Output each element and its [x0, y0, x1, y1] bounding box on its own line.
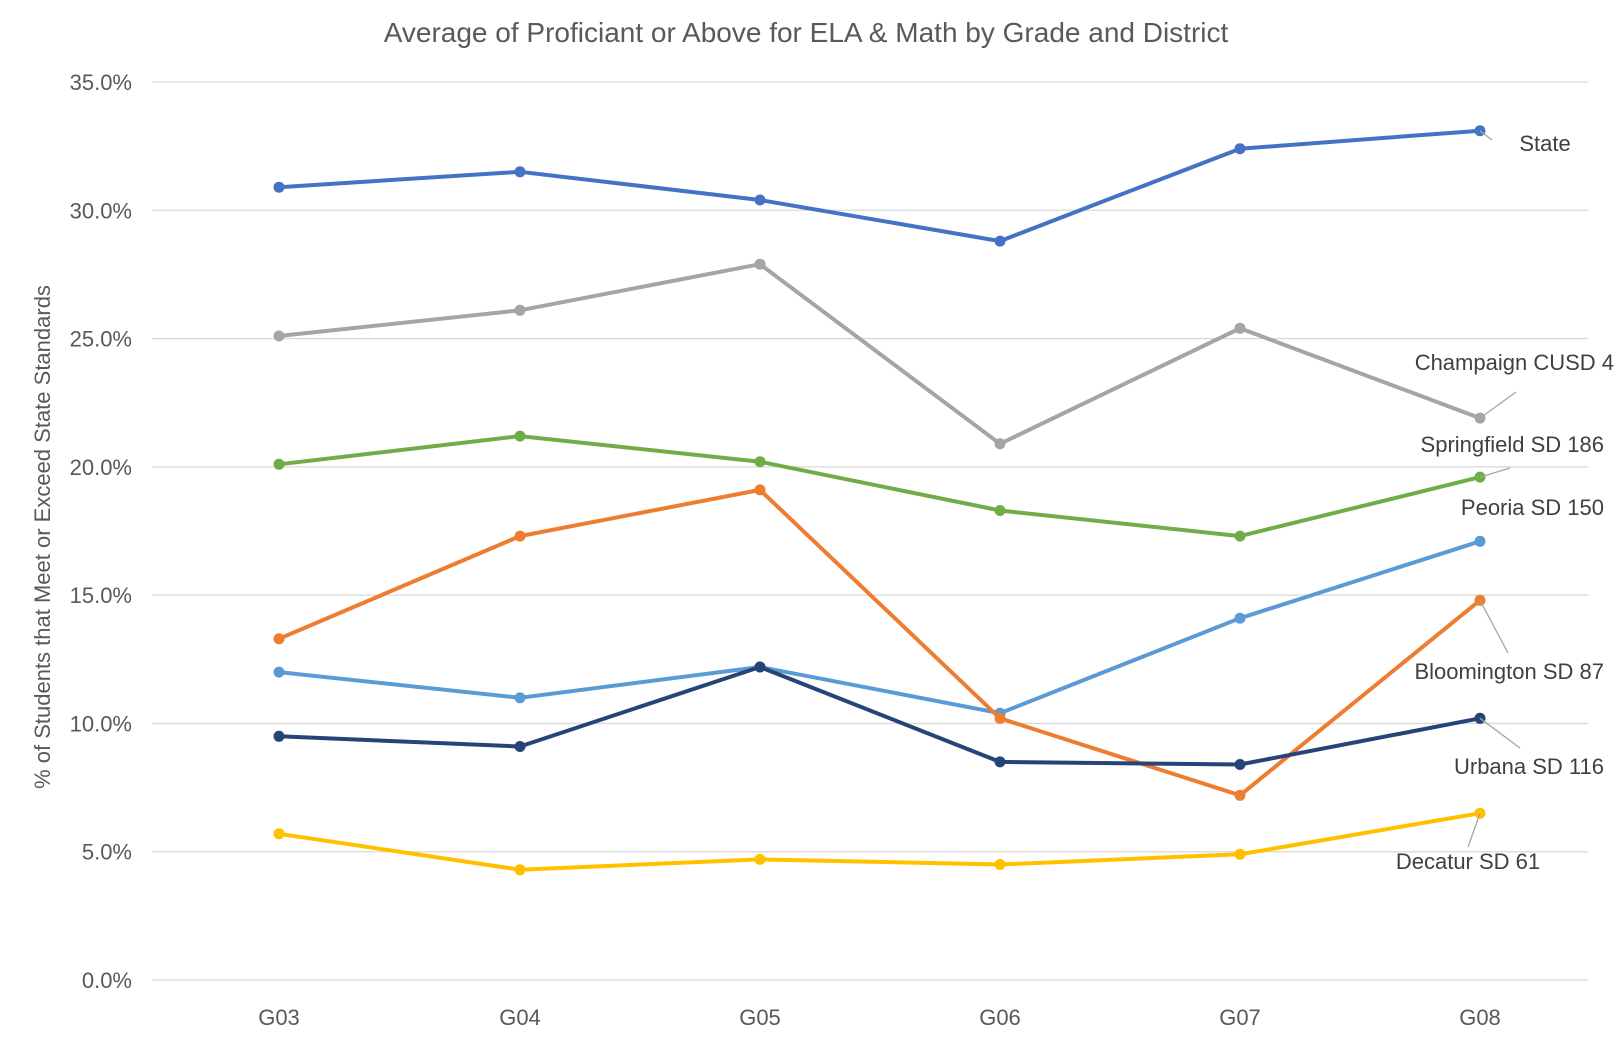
data-point: [1474, 125, 1486, 137]
leader-line: [1479, 391, 1517, 419]
series-champaign-cusd-4: [273, 258, 1486, 450]
series-bloomington-sd-87: [273, 484, 1486, 801]
series-lines: [273, 125, 1486, 876]
series-label: Urbana SD 116: [1454, 754, 1604, 779]
data-point: [1234, 322, 1246, 334]
data-point: [994, 505, 1006, 516]
series-label: Springfield SD 186: [1421, 432, 1604, 457]
series-line: [278, 487, 1482, 798]
data-point: [273, 458, 285, 470]
y-tick-label: 25.0%: [70, 327, 132, 352]
data-point: [514, 864, 526, 876]
y-tick-label: 15.0%: [70, 583, 132, 608]
data-point: [1234, 143, 1246, 155]
data-point: [1234, 789, 1246, 801]
series-labels: State Champaign CUSD 4 Springfield SD 186 P…: [1396, 130, 1614, 874]
series-state: [273, 125, 1486, 247]
series-label: Bloomington SD 87: [1414, 659, 1604, 684]
data-point: [514, 430, 526, 442]
series-line: [278, 434, 1481, 539]
data-point: [273, 633, 285, 645]
data-point: [754, 853, 766, 865]
data-point: [1474, 535, 1486, 547]
y-axis-ticks: 0.0% 5.0% 10.0% 15.0% 20.0% 25.0% 30.0% 35.0%: [70, 70, 132, 993]
x-tick-label: G06: [979, 1005, 1021, 1030]
leader-line: [1479, 599, 1509, 654]
x-tick-label: G05: [739, 1005, 781, 1030]
data-point: [273, 181, 285, 193]
data-point: [514, 166, 526, 178]
data-point: [754, 194, 766, 206]
data-point: [1474, 807, 1486, 819]
data-point: [273, 330, 285, 342]
y-tick-label: 30.0%: [70, 198, 132, 223]
leader-line: [1479, 467, 1511, 478]
series-label: Decatur SD 61: [1396, 849, 1540, 874]
x-tick-label: G07: [1219, 1005, 1261, 1030]
x-axis-ticks: G03 G04 G05 G06 G07 G08: [258, 1005, 1501, 1030]
data-point: [994, 859, 1006, 870]
y-tick-label: 10.0%: [70, 711, 132, 736]
data-point: [754, 484, 766, 496]
data-point: [514, 741, 526, 752]
data-point: [1234, 848, 1246, 860]
series-label: Champaign CUSD 4: [1415, 350, 1614, 375]
data-point: [994, 438, 1006, 450]
leader-line: [1467, 813, 1481, 848]
leader-line: [1479, 130, 1493, 141]
data-point: [754, 258, 766, 270]
series-line: [278, 539, 1481, 716]
data-point: [1234, 612, 1246, 624]
series-line: [278, 262, 1481, 446]
data-point: [514, 304, 526, 316]
series-label: State: [1519, 131, 1570, 156]
data-point: [1234, 759, 1246, 770]
data-point: [754, 456, 766, 468]
series-label: Peoria SD 150: [1461, 495, 1604, 520]
series-line: [278, 128, 1481, 244]
series-line: [278, 665, 1481, 767]
y-tick-label: 20.0%: [70, 455, 132, 480]
y-axis-label: % of Students that Meet or Exceed State …: [30, 285, 55, 789]
series-decatur-sd-61: [273, 807, 1486, 876]
data-point: [994, 756, 1006, 768]
data-point: [994, 235, 1006, 247]
x-tick-label: G03: [258, 1005, 300, 1030]
series-line: [278, 811, 1481, 872]
data-point: [1234, 530, 1246, 542]
data-point: [273, 730, 285, 742]
x-tick-label: G08: [1459, 1005, 1501, 1030]
y-tick-label: 5.0%: [82, 840, 132, 865]
data-point: [514, 530, 526, 542]
chart-title: Average of Proficiant or Above for ELA &…: [384, 17, 1229, 48]
data-point: [994, 712, 1006, 724]
y-tick-label: 35.0%: [70, 70, 132, 95]
y-tick-label: 0.0%: [82, 968, 132, 993]
data-point: [514, 692, 526, 704]
series-urbana-sd-116: [273, 661, 1486, 770]
x-tick-label: G04: [499, 1005, 541, 1030]
series-springfield-sd-186: [273, 430, 1486, 542]
data-point: [273, 666, 285, 678]
data-point: [754, 661, 766, 673]
data-point: [273, 828, 285, 840]
leader-line: [1479, 717, 1521, 749]
